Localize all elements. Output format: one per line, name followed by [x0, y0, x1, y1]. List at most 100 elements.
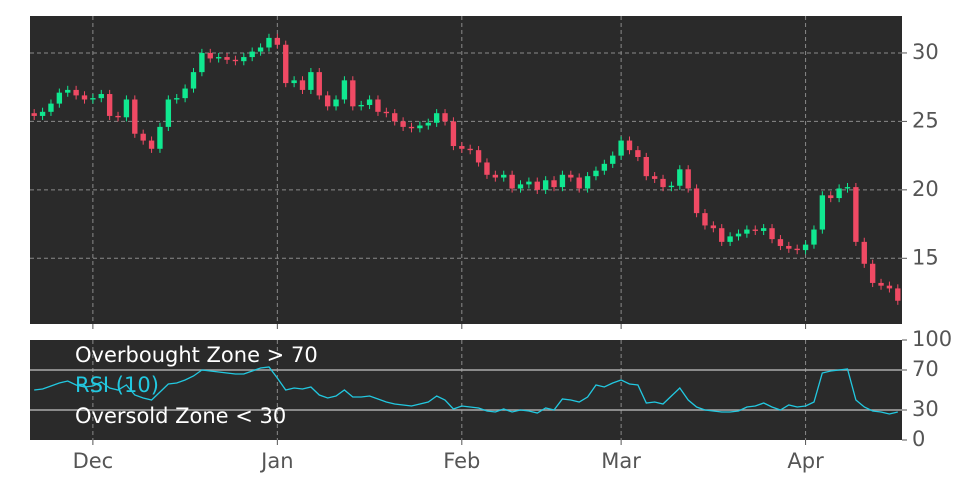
candle-body: [760, 228, 767, 231]
y-tick-label: 30: [912, 397, 939, 421]
candle-body: [819, 195, 826, 230]
candle-body: [274, 37, 281, 45]
candle-body: [73, 89, 79, 96]
candle-body: [735, 233, 742, 237]
candle-body: [517, 184, 524, 189]
grid: [30, 16, 907, 445]
candle-body: [895, 288, 901, 301]
candle-body: [610, 155, 616, 164]
rsi-panel: [30, 340, 902, 440]
candle-body: [492, 174, 499, 178]
x-tick-label: Jan: [259, 449, 293, 473]
candle-body: [115, 115, 121, 118]
candle-body: [65, 89, 71, 93]
candle-body: [584, 176, 591, 189]
candle-body: [249, 51, 255, 58]
candle-body: [802, 244, 809, 251]
candle-body: [719, 228, 725, 242]
candle-body: [324, 95, 331, 107]
candle-body: [190, 72, 197, 89]
candle-body: [484, 162, 490, 175]
candle-body: [56, 92, 63, 104]
candle-body: [291, 80, 297, 84]
candle-body: [257, 47, 264, 52]
candle-body: [828, 195, 834, 199]
marks: [30, 33, 902, 415]
candle-body: [601, 163, 608, 171]
candle-body: [140, 133, 146, 141]
candle-body: [542, 180, 549, 190]
candle-body: [215, 57, 222, 59]
candle-body: [475, 150, 482, 163]
y-tick-label: 100: [912, 327, 952, 351]
x-tick-label: Apr: [787, 449, 824, 473]
candle-body: [450, 121, 457, 147]
candle-body: [81, 95, 88, 100]
candle-body: [861, 241, 867, 264]
candle-body: [693, 188, 700, 214]
candle-body: [685, 169, 691, 189]
x-tick-label: Feb: [443, 449, 480, 473]
candle-body: [157, 126, 163, 149]
candle-body: [266, 37, 272, 48]
candle-body: [48, 103, 54, 112]
candle-body: [148, 140, 155, 149]
candle-body: [39, 111, 46, 116]
candle-body: [174, 98, 180, 100]
candle-body: [668, 185, 675, 188]
y-tick-label: 70: [912, 357, 939, 381]
candle-body: [526, 181, 532, 185]
candle-body: [383, 111, 390, 114]
legend-label: RSI (10): [75, 373, 159, 397]
candle-body: [165, 99, 172, 127]
annotation: Overbought Zone > 70: [75, 343, 318, 367]
y-tick-label: 20: [912, 177, 939, 201]
candle-body: [727, 236, 733, 242]
candle-body: [786, 245, 792, 249]
candle-body: [341, 80, 348, 100]
candle-body: [299, 80, 306, 90]
candle-body: [853, 187, 859, 242]
candle-body: [643, 156, 649, 177]
candle-body: [886, 285, 893, 289]
candle-body: [777, 239, 784, 246]
candle-body: [224, 57, 230, 60]
candle-body: [182, 88, 188, 99]
candle-body: [333, 99, 339, 107]
candle-body: [509, 174, 515, 189]
candle-body: [106, 94, 113, 116]
candle-body: [501, 174, 507, 178]
candle-body: [626, 140, 633, 151]
candle-body: [283, 44, 289, 84]
candle-body: [568, 174, 574, 178]
candle-body: [241, 57, 247, 62]
y-tick-label: 0: [912, 427, 925, 451]
candle-body: [559, 174, 566, 188]
labels: 15 20 25 30 Dec Jan Feb Mar Apr 0 30 70 100 RSI (10) O…: [73, 40, 953, 473]
y-tick-label: 25: [912, 108, 939, 132]
candle-body: [207, 52, 213, 59]
candle-body: [551, 180, 557, 188]
candle-body: [744, 229, 750, 234]
x-tick-label: Dec: [73, 449, 114, 473]
candle-body: [677, 169, 683, 186]
annotation: Oversold Zone < 30: [75, 404, 286, 428]
candle-body: [534, 181, 540, 190]
candle-body: [408, 126, 415, 129]
candle-body: [417, 125, 423, 129]
candle-body: [593, 170, 599, 177]
candle-body: [836, 188, 842, 199]
candle-body: [710, 225, 717, 229]
candle-body: [400, 121, 406, 127]
candle-body: [576, 177, 582, 189]
candle-body: [375, 99, 381, 112]
candle-body: [618, 140, 624, 156]
y-tick-label: 15: [912, 245, 939, 269]
candle-body: [425, 122, 431, 126]
candle-body: [366, 99, 373, 105]
candle-body: [660, 178, 666, 188]
candle-body: [467, 148, 473, 151]
candle-body: [433, 113, 440, 123]
candle-body: [702, 213, 708, 226]
